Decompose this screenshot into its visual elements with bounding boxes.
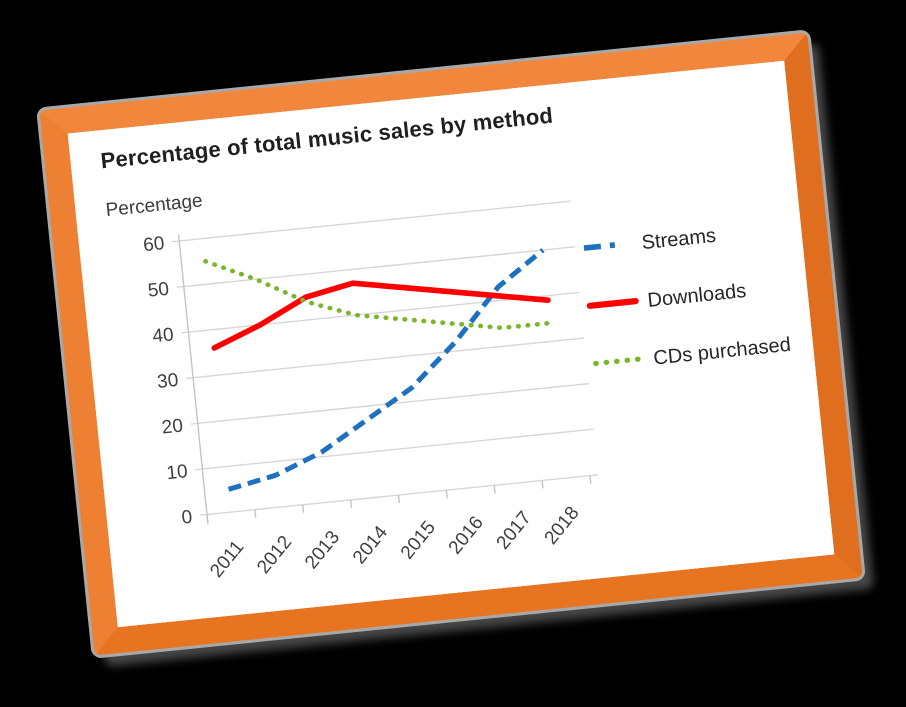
y-tick-label: 10 bbox=[165, 461, 188, 484]
chart-page: Percentage of total music sales by metho… bbox=[67, 60, 835, 628]
legend-sample-downloads bbox=[586, 298, 639, 309]
gridline bbox=[195, 428, 594, 471]
x-axis-tick bbox=[493, 485, 496, 494]
y-axis-line bbox=[177, 234, 209, 525]
x-tick-label: 2015 bbox=[397, 517, 440, 563]
legend-label-cds-purchased: CDs purchased bbox=[652, 334, 791, 370]
series-line-cds-purchased bbox=[203, 259, 553, 331]
y-tick-label: 50 bbox=[147, 279, 170, 302]
x-tick-label: 2013 bbox=[301, 527, 344, 573]
x-axis-tick bbox=[302, 504, 305, 513]
x-tick-label: 2016 bbox=[445, 512, 488, 558]
x-axis-tick bbox=[349, 499, 353, 508]
y-tick-label: 40 bbox=[152, 324, 175, 347]
x-tick-label: 2012 bbox=[253, 532, 296, 578]
y-tick-label: 20 bbox=[161, 416, 184, 439]
x-tick-label: 2014 bbox=[349, 522, 392, 568]
legend-sample-streams bbox=[583, 240, 631, 251]
gridline bbox=[186, 337, 585, 380]
x-tick-label: 2018 bbox=[541, 503, 584, 549]
x-axis-tick bbox=[397, 495, 401, 504]
x-tick-label: 2011 bbox=[206, 537, 248, 582]
series-line-downloads bbox=[211, 280, 551, 351]
x-axis-tick bbox=[541, 480, 544, 489]
y-tick-label: 30 bbox=[156, 370, 179, 393]
legend-sample-cds-purchased bbox=[593, 356, 645, 367]
x-axis-tick bbox=[589, 475, 592, 484]
gridline bbox=[176, 246, 575, 288]
legend-label-downloads: Downloads bbox=[647, 280, 748, 312]
chart-frame: Percentage of total music sales by metho… bbox=[39, 32, 863, 656]
y-tick-label: 0 bbox=[181, 507, 194, 529]
legend-label-streams: Streams bbox=[641, 225, 717, 254]
y-tick-label: 60 bbox=[142, 233, 165, 256]
gridline bbox=[172, 200, 571, 243]
x-axis-tick bbox=[254, 509, 257, 518]
x-tick-label: 2017 bbox=[493, 508, 536, 554]
x-axis-tick bbox=[206, 514, 209, 523]
x-axis-tick bbox=[445, 490, 448, 499]
